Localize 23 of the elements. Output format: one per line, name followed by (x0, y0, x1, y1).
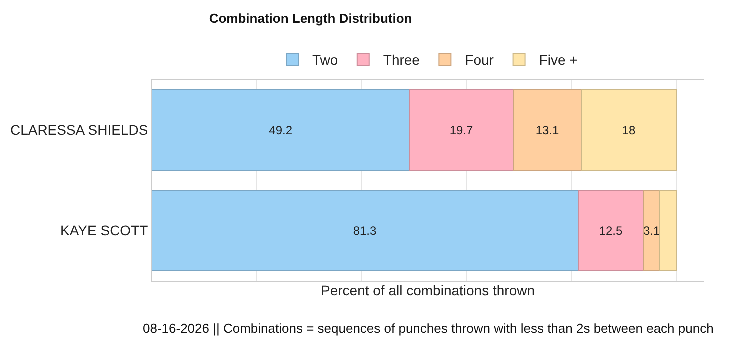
data-label: 81.3 (353, 224, 378, 238)
legend-label: Three (383, 52, 420, 68)
bar (512, 90, 583, 171)
bar (410, 90, 514, 171)
bar (152, 190, 579, 272)
data-label: 19.7 (450, 123, 474, 138)
bar (578, 190, 644, 272)
legend-label: Two (312, 52, 338, 68)
x-axis-title: Percent of all combinations thrown (321, 282, 535, 298)
bar (152, 90, 410, 171)
chart-title: Combination Length Distribution (209, 10, 412, 26)
legend-label: Five + (539, 52, 578, 68)
data-label: 3.1 (644, 224, 661, 238)
data-label: 13.1 (536, 123, 560, 138)
data-label: 12.5 (599, 224, 623, 238)
data-label: 18 (622, 123, 636, 138)
legend-label: Four (465, 52, 494, 68)
bar (582, 90, 677, 171)
text: 08-16-2026 || Combinations = sequences of punches thrown with less than 2s between each punch (143, 321, 714, 336)
data-label: 49.2 (269, 123, 293, 138)
y-tick-label: CLARESSA SHIELDS (10, 122, 148, 138)
bar (660, 190, 677, 272)
y-tick-label: KAYE SCOTT (60, 222, 149, 239)
